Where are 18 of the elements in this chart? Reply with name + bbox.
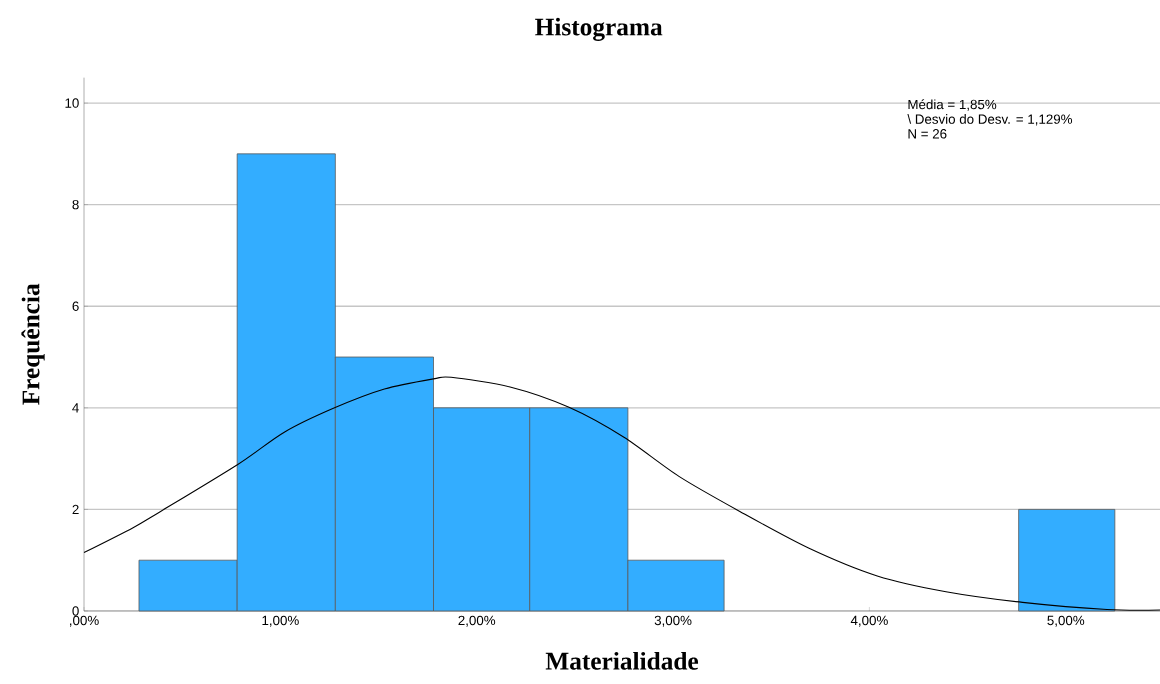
y-tick-label: 4 [72,403,79,413]
y-tick-label: 0 [72,606,79,616]
x-tick-label: 3,00% [654,615,692,627]
chart-title: Histograma [535,17,663,41]
y-axis-title: Frequência [21,283,45,405]
annotation: Média = 1,85% [908,99,997,111]
y-tick-label: 10 [65,98,79,108]
x-tick-label: ,00% [70,615,99,627]
x-tick-label: 5,00% [1047,615,1085,627]
x-axis-title: Materialidade [545,651,699,670]
y-tick-label: 8 [72,199,79,210]
annotation: N = 26 [908,129,947,139]
y-tick-label: 6 [72,301,79,311]
x-tick-label: 2,00% [458,615,496,627]
y-tick-label: 2 [72,504,79,515]
x-tick-label: 1,00% [262,615,299,627]
annotation: \ Desvio do Desv. = 1,129% [907,114,1073,126]
x-tick-label: 4,00% [850,615,888,627]
